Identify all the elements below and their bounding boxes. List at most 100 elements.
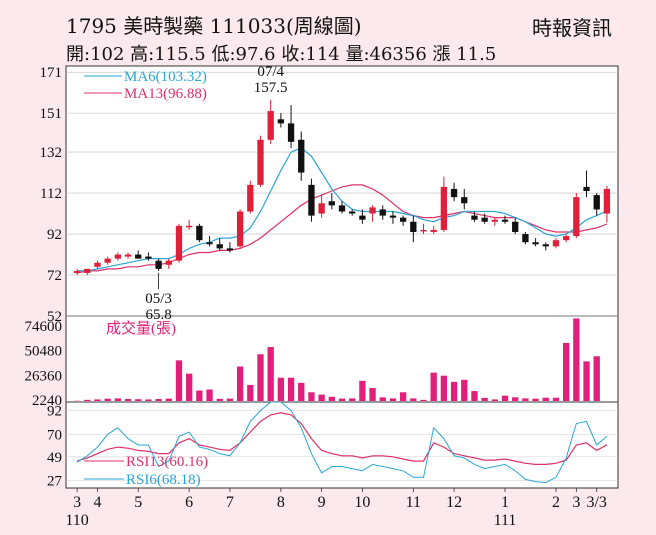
candle-body (328, 201, 335, 206)
volume-bar (430, 372, 437, 401)
volume-bar (512, 397, 519, 401)
candle (481, 213, 488, 224)
volume-bar (267, 347, 274, 401)
price-tick-label: 151 (40, 106, 63, 122)
candle-body (267, 111, 274, 140)
x-tick-label: 10 (354, 494, 370, 511)
candle-body (501, 219, 509, 222)
price-tick-label: 92 (47, 227, 62, 243)
candle-body (552, 240, 560, 247)
candle-body (318, 203, 325, 214)
candle (573, 193, 580, 239)
annotation-date: 07/4 (257, 64, 284, 80)
candle (216, 238, 223, 251)
candle (389, 211, 397, 224)
candle-body (308, 184, 315, 216)
candle (562, 234, 570, 243)
rsi-tick-label: 92 (47, 404, 62, 420)
candle (603, 185, 611, 223)
volume-bar (522, 398, 529, 401)
volume-bar (104, 398, 111, 401)
rsi-tick-label: 70 (47, 427, 62, 443)
candle-body (94, 262, 101, 267)
candle-body (165, 260, 172, 265)
x-tick-label: 8 (277, 494, 285, 511)
candle-body (298, 139, 305, 173)
volume-bar (573, 318, 580, 401)
candle-body (247, 184, 254, 212)
candle-body (603, 188, 611, 214)
candle (104, 256, 111, 265)
candle-body (461, 197, 468, 204)
candle (135, 250, 142, 259)
candle (542, 242, 549, 251)
volume-bar (471, 391, 478, 401)
rsi13-line (76, 412, 608, 465)
volume-bar (389, 398, 397, 401)
candle (257, 135, 264, 187)
candle (440, 176, 448, 232)
rsi13-legend: RSI13(60.16) (126, 454, 208, 470)
candle-body (450, 188, 458, 198)
volume-bar (420, 399, 427, 401)
candle-body (430, 229, 437, 232)
candle-body (420, 229, 427, 232)
volume-panel-frame (65, 315, 619, 403)
x-tick-label: 3/3 (586, 494, 606, 511)
candle (359, 209, 366, 224)
candle-body (114, 254, 122, 259)
candle (186, 219, 193, 230)
source-label: 時報資訊 (532, 16, 612, 40)
volume-bar (328, 396, 335, 401)
volume-bar (247, 384, 254, 401)
volume-bar (318, 394, 325, 401)
x-tick-label: 7 (226, 494, 234, 511)
candle (175, 223, 183, 263)
volume-bar (186, 373, 193, 401)
candle (206, 236, 213, 247)
candle-body (257, 139, 264, 185)
x-tick-label: 9 (318, 494, 326, 511)
volume-bar (481, 397, 488, 401)
volume-bar (226, 398, 234, 401)
candle (165, 258, 172, 269)
volume-bar (216, 398, 223, 401)
candle (593, 193, 600, 216)
candle-body (562, 236, 570, 241)
volume-bar (542, 397, 549, 401)
ma6-line (77, 147, 608, 272)
candle-body (145, 256, 152, 259)
candle (155, 258, 162, 271)
candle-body (583, 186, 590, 191)
year-label: 110 (65, 512, 88, 529)
ma6-legend: MA6(103.32) (124, 69, 207, 85)
candle-body (155, 260, 162, 269)
candle-body (226, 248, 234, 251)
rsi-lines (76, 402, 608, 484)
volume-tick-label: 74600 (25, 319, 63, 335)
rsi-panel-frame (65, 401, 619, 489)
candle-body (287, 123, 295, 142)
volume-bar (450, 381, 458, 401)
x-tick-label: 6 (185, 494, 193, 511)
chart-header-title: 1795 美時製藥 111033(周線圖) (66, 14, 362, 38)
volume-bar (410, 398, 417, 401)
volume-bar (135, 399, 142, 401)
volume-bar (165, 398, 172, 401)
candle (73, 268, 81, 276)
candle-body (135, 254, 142, 259)
candle-body (186, 225, 193, 228)
volume-bar (532, 398, 539, 401)
candle-body (410, 221, 417, 232)
candle-body (196, 225, 203, 241)
candle (84, 268, 91, 276)
annotation-date: 05/3 (145, 291, 172, 307)
candle-body (349, 211, 356, 214)
volume-bar (114, 398, 122, 401)
candle-body (573, 197, 580, 237)
candle (501, 215, 509, 224)
volume-bar (461, 379, 468, 401)
